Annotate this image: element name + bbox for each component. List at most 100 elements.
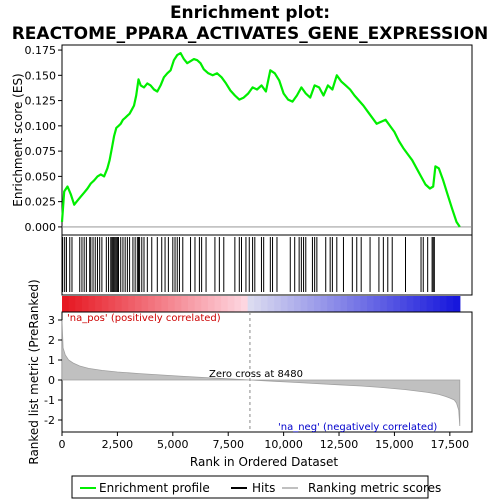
- metric-xtick-label: 0: [59, 438, 66, 451]
- es-ytick-label: 0.150: [25, 69, 57, 82]
- color-bar-segment: [307, 296, 315, 312]
- color-bar-segment: [439, 296, 448, 312]
- metric-ytick-label: -1: [44, 394, 55, 407]
- color-bar-segment: [287, 296, 295, 312]
- color-bar-segment: [333, 296, 342, 312]
- es-ytick-label: 0.125: [25, 95, 57, 108]
- metric-xtick-label: 17,500: [431, 438, 470, 451]
- metric-panel-frame: [61, 311, 473, 433]
- color-bar-segment: [366, 296, 375, 312]
- hits-marks: [62, 237, 435, 292]
- hits-panel-frame: [61, 234, 473, 296]
- metric-xtick-label: 7,500: [212, 438, 244, 451]
- ranking-metric-series: [61, 319, 461, 427]
- es-ytick-label: 0.025: [25, 196, 57, 209]
- color-bar-segment: [201, 296, 209, 312]
- metric-xtick-label: 2,500: [102, 438, 134, 451]
- ranking-metric-area: [61, 312, 461, 432]
- color-bar-segment: [320, 296, 328, 312]
- metric-ytick-label: 1: [48, 354, 55, 367]
- metric-ytick-label: 3: [48, 314, 55, 327]
- color-bar-segment: [88, 296, 96, 312]
- color-bar-segment: [373, 296, 381, 312]
- metric-xtick-label: 12,500: [320, 438, 359, 451]
- rank-color-bar: [62, 296, 461, 312]
- color-bar-segment: [108, 296, 116, 312]
- chart-title-line2: REACTOME_PPARA_ACTIVATES_GENE_EXPRESSION: [12, 24, 489, 44]
- color-bar-segment: [115, 296, 123, 312]
- color-bar-segment: [148, 296, 156, 312]
- color-bar-segment: [68, 296, 76, 312]
- color-bar-segment: [101, 296, 110, 312]
- zero-cross-label: Zero cross at 8480: [209, 369, 303, 380]
- color-bar-segment: [260, 296, 269, 312]
- chart-title-line1: Enrichment plot:: [170, 3, 330, 23]
- legend-label-hits: Hits: [252, 481, 275, 495]
- color-bar-segment: [420, 296, 428, 312]
- color-bar-segment: [141, 296, 149, 312]
- color-bar-segment: [386, 296, 395, 312]
- color-bar-segment: [62, 296, 70, 312]
- color-bar-segment: [294, 296, 302, 312]
- color-bar-segment: [413, 296, 421, 312]
- metric-ytick-label: 2: [48, 334, 55, 347]
- color-bar-segment: [313, 296, 322, 312]
- legend-label-enrichment: Enrichment profile: [99, 481, 210, 495]
- color-bar-segment: [406, 296, 414, 312]
- es-ytick-label: 0.000: [25, 221, 57, 234]
- legend-box: [71, 475, 429, 499]
- color-bar-segment: [121, 296, 129, 312]
- es-ytick-label: 0.050: [25, 170, 57, 183]
- color-bar-segment: [154, 296, 163, 312]
- color-bar-segment: [128, 296, 136, 312]
- color-bar-segment: [174, 296, 182, 312]
- color-bar-segment: [207, 296, 216, 312]
- color-bar-segment: [400, 296, 408, 312]
- metric-xtick-label: 15,000: [375, 438, 414, 451]
- color-bar-segment: [393, 296, 401, 312]
- es-ytick-label: 0.100: [25, 120, 57, 133]
- color-bar-segment: [234, 296, 242, 312]
- color-bar-segment: [194, 296, 202, 312]
- color-bar-segment: [168, 296, 176, 312]
- metric-panel-ticks: -2 -1 0 1 2 3 0 2,500 5,000 7,500 10,000 12,500 15,0…: [44, 314, 469, 451]
- color-bar-segment: [433, 296, 441, 312]
- metric-xtick-label: 5,000: [157, 438, 189, 451]
- color-bar-segment: [181, 296, 189, 312]
- color-bar-segment: [267, 296, 275, 312]
- metric-xtick-label: 10,000: [264, 438, 303, 451]
- color-bar-segment: [274, 296, 282, 312]
- color-bar-segment: [300, 296, 308, 312]
- color-bar-segment: [426, 296, 434, 312]
- es-panel-ticks: 0.000 0.025 0.050 0.075 0.100 0.125 0.150 0.175: [25, 44, 472, 234]
- color-bar-segment: [81, 296, 90, 312]
- enrichment-profile-series: [60, 51, 461, 228]
- color-bar-segment: [214, 296, 222, 312]
- metric-ylabel: Ranked list metric (PreRanked): [27, 279, 41, 464]
- color-bar-segment: [227, 296, 235, 312]
- metric-ytick-label: -2: [44, 414, 55, 427]
- es-ytick-label: 0.075: [25, 145, 57, 158]
- color-bar-segment: [347, 296, 355, 312]
- neg-corr-label: 'na_neg' (negatively correlated): [278, 422, 437, 433]
- color-bar-segment: [280, 296, 289, 312]
- color-bar-segment: [221, 296, 229, 312]
- color-bar-segment: [161, 296, 169, 312]
- es-ylabel: Enrichment score (ES): [11, 73, 25, 206]
- color-bar-segment: [134, 296, 143, 312]
- color-bar-segment: [247, 296, 255, 312]
- color-bar-segment: [353, 296, 361, 312]
- color-bar-segment: [360, 296, 368, 312]
- enrichment-profile-line: [60, 51, 461, 228]
- color-bar-segment: [380, 296, 388, 312]
- es-ytick-label: 0.175: [25, 44, 57, 57]
- color-bar-segment: [446, 296, 454, 312]
- pos-corr-label: 'na_pos' (positively correlated): [67, 313, 221, 324]
- color-bar-segment: [187, 296, 196, 312]
- color-bar-segment: [95, 296, 103, 312]
- color-bar-segment: [453, 296, 461, 312]
- es-panel-frame: [61, 44, 473, 236]
- color-bar-segment: [254, 296, 262, 312]
